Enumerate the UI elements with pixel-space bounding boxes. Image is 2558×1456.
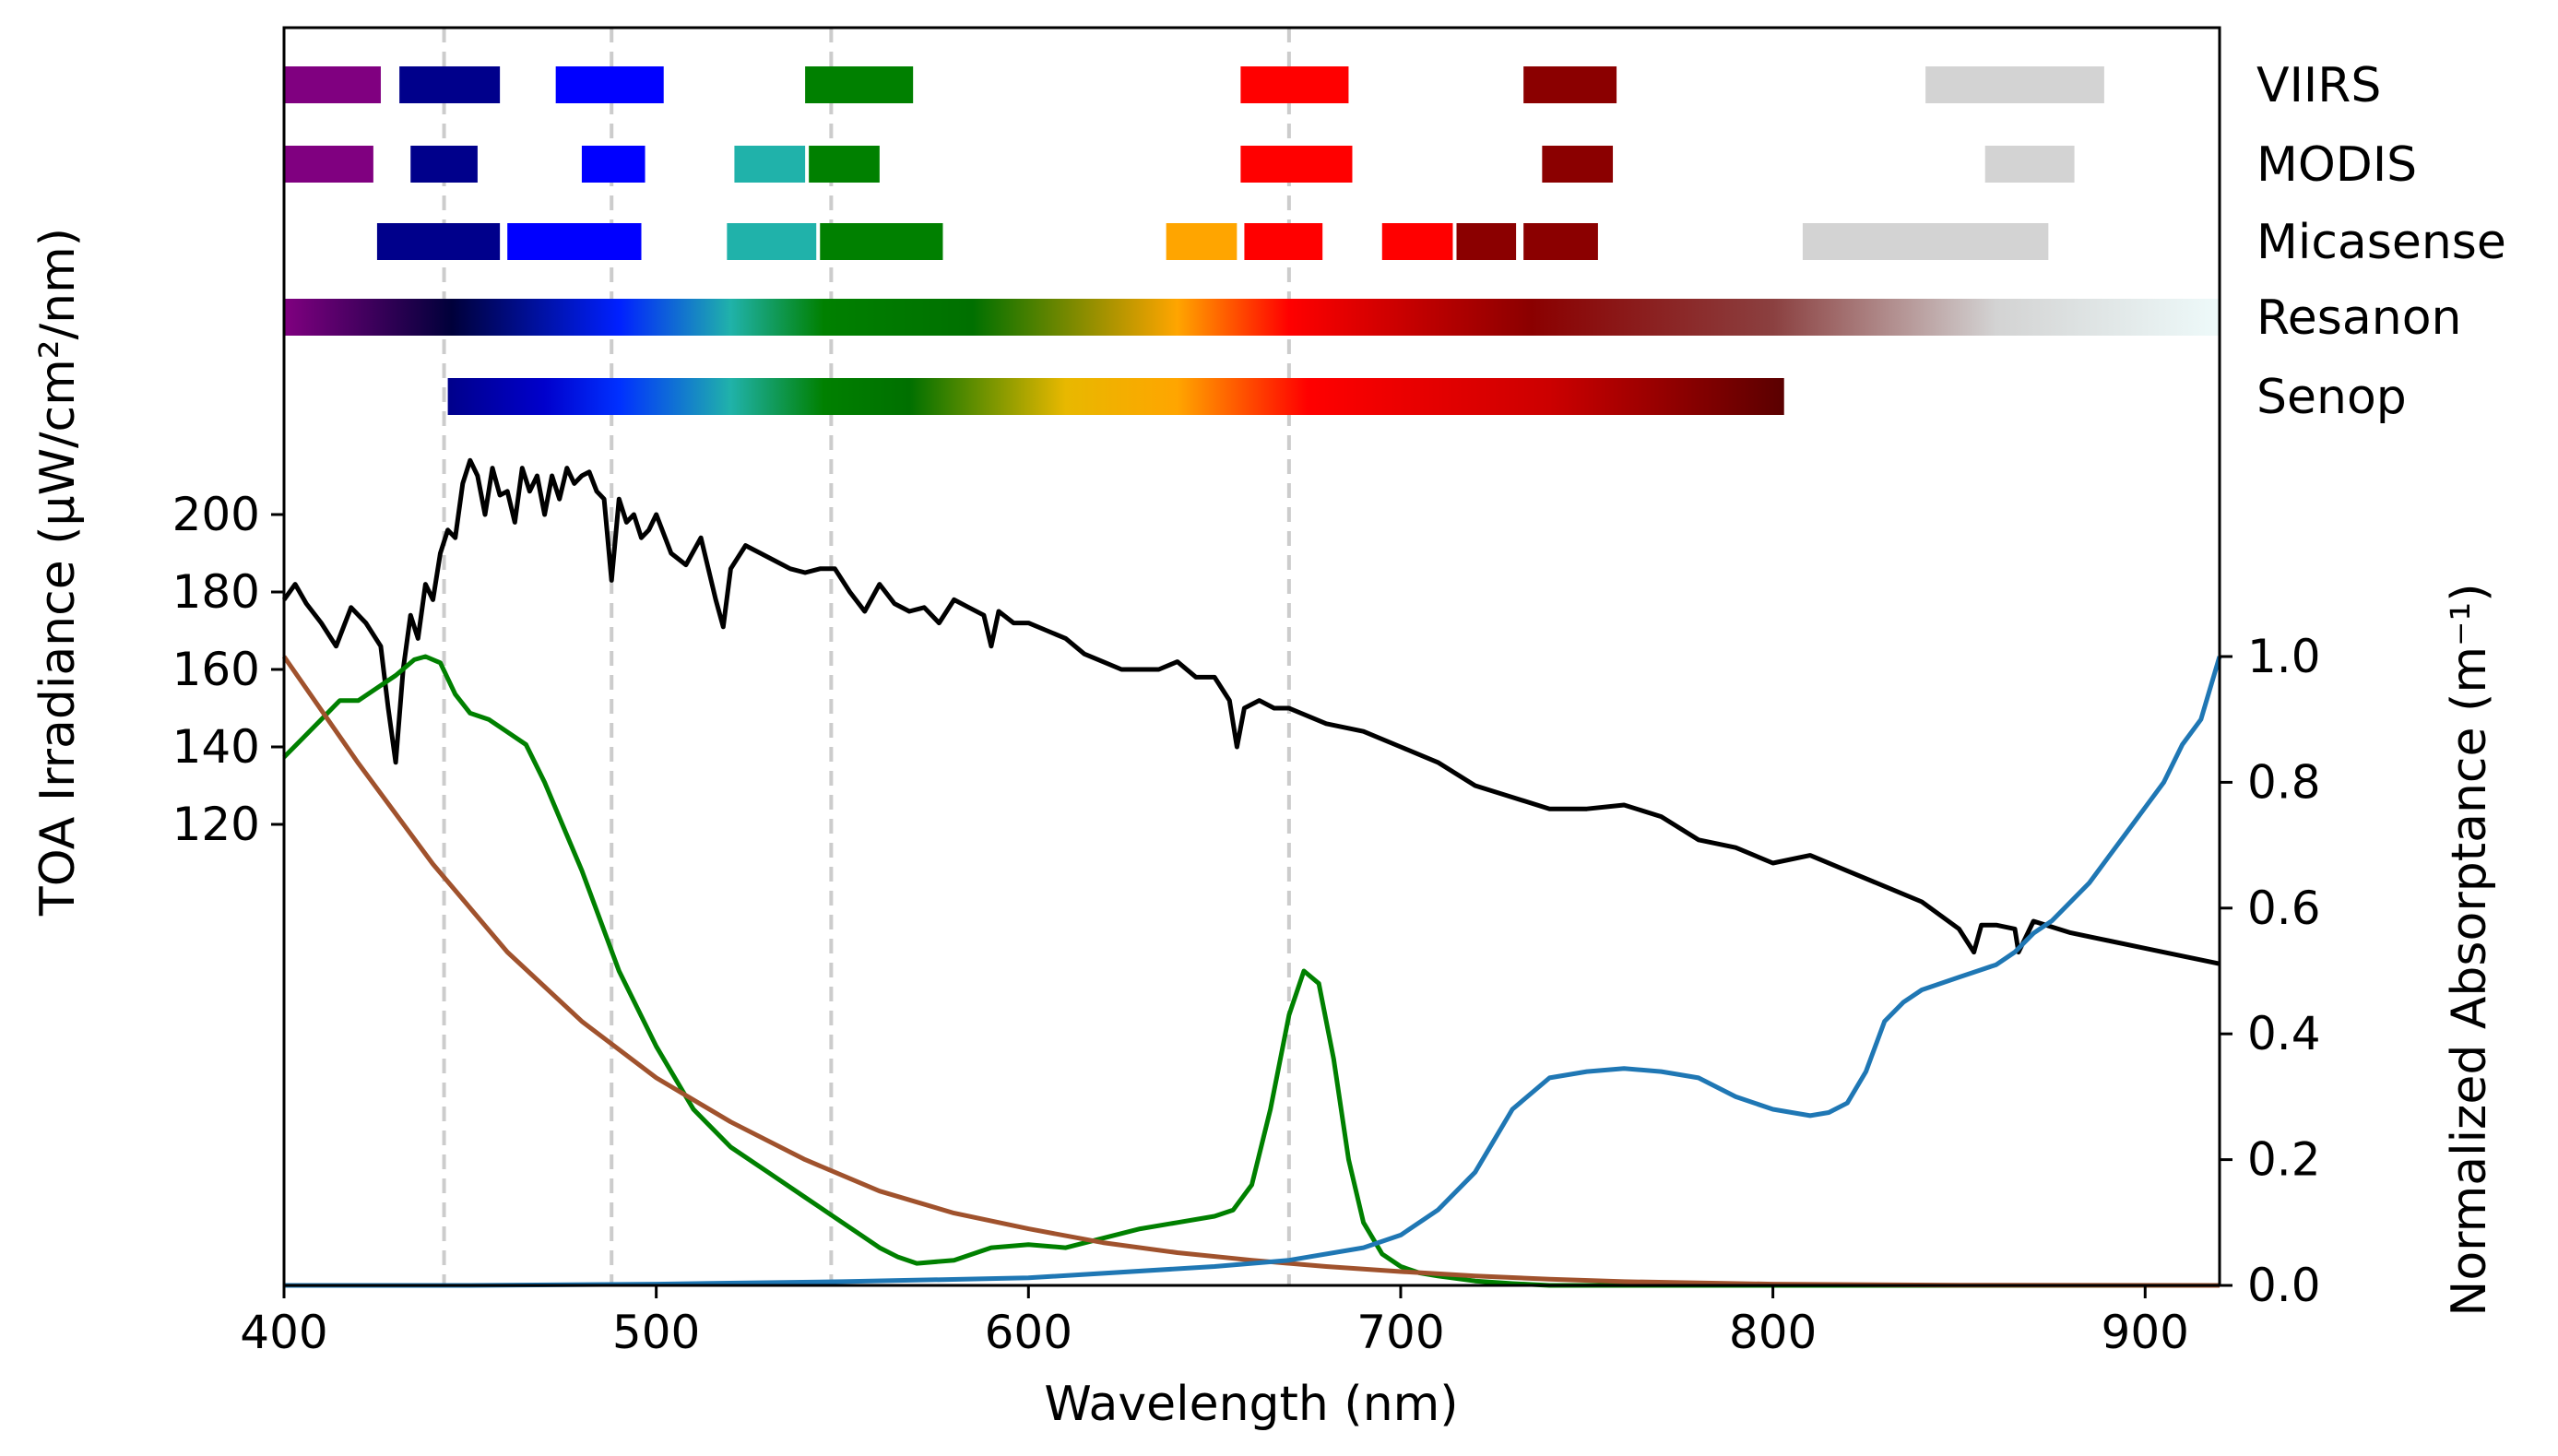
resanon-gradient-bar [284,299,2220,336]
modis-band-7 [1984,146,2075,183]
viirs-band-5 [1523,66,1617,103]
modis-band-6 [1542,146,1614,183]
left-y-axis-title: TOA Irradiance (μW/cm²/nm) [30,228,86,917]
right-y-tick-label-0.6: 0.6 [2247,882,2321,935]
right-y-tick-label-0.8: 0.8 [2247,755,2321,809]
modis-band-2 [581,146,645,183]
series-line-2 [281,655,2220,1288]
micasense-band-4 [1166,223,1238,260]
viirs-band-3 [805,66,914,103]
modis-band-5 [1240,146,1353,183]
senop-gradient-bar [447,378,1784,415]
sensor-label-senop: Senop [2256,370,2407,425]
sensor-label-micasense: Micasense [2256,215,2506,270]
sensor-bands [284,66,2220,415]
x-axis-title: Wavelength (nm) [1044,1377,1458,1432]
micasense-band-2 [727,223,817,260]
right-y-tick-label-0.0: 0.0 [2247,1259,2321,1312]
micasense-band-9 [1802,223,2049,260]
right-y-axis-ticks: 0.0 0.2 0.4 0.6 0.8 1.0 [2220,630,2321,1312]
left-y-tick-label-200: 200 [172,488,260,541]
micasense-band-0 [376,223,501,260]
x-tick-label-800: 800 [1729,1306,1817,1359]
modis-band-0 [284,146,373,183]
left-y-tick-label-120: 120 [172,798,260,851]
x-tick-label-500: 500 [612,1306,700,1359]
left-y-tick-label-140: 140 [172,720,260,774]
x-axis-ticks: 400 500 600 700 800 900 [240,1285,2189,1359]
sensor-label-viirs: VIIRS [2256,58,2381,113]
micasense-band-5 [1244,223,1323,260]
x-tick-label-600: 600 [985,1306,1072,1359]
data-series [281,457,2222,1288]
sensor-label-modis: MODIS [2256,137,2417,193]
modis-band-4 [809,146,880,183]
viirs-band-2 [555,66,664,103]
viirs-band-1 [399,66,501,103]
x-tick-label-900: 900 [2102,1306,2189,1359]
series-line-0 [281,457,2220,966]
micasense-band-7 [1456,223,1517,260]
right-y-axis-title: Normalized Absorptance (m⁻¹) [2442,583,2497,1316]
x-tick-label-700: 700 [1356,1306,1444,1359]
modis-band-3 [734,146,806,183]
micasense-band-3 [820,223,943,260]
left-y-tick-label-160: 160 [172,643,260,696]
viirs-band-0 [284,66,381,103]
right-y-tick-label-0.2: 0.2 [2247,1133,2321,1187]
x-tick-label-400: 400 [240,1306,327,1359]
reference-lines [442,28,1291,1285]
sensor-labels: VIIRS MODIS Micasense Resanon Senop [2256,58,2506,425]
plot-frame [282,26,2221,1287]
left-y-axis-ticks: 120 140 160 180 200 [172,488,284,851]
micasense-band-8 [1523,223,1598,260]
viirs-band-4 [1240,66,1349,103]
sensor-label-resanon: Resanon [2256,290,2461,346]
series-line-3 [284,656,2222,1288]
micasense-band-6 [1381,223,1453,260]
right-y-tick-label-0.4: 0.4 [2247,1007,2321,1060]
micasense-band-1 [507,223,642,260]
left-y-tick-label-180: 180 [172,565,260,619]
viirs-band-6 [1925,66,2104,103]
modis-band-1 [410,146,478,183]
series-line-1 [282,654,2220,1288]
right-y-tick-label-1.0: 1.0 [2247,630,2321,683]
